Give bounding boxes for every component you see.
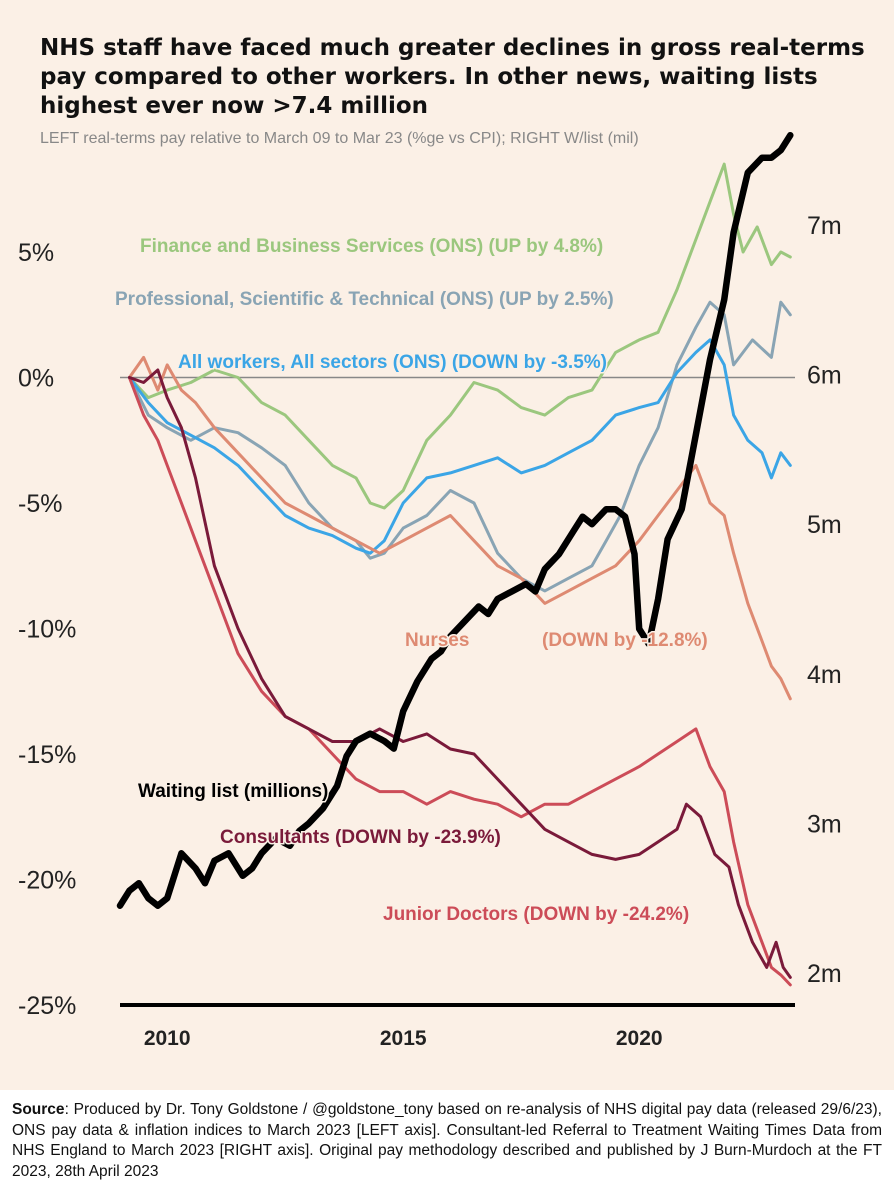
- page-title: NHS staff have faced much greater declin…: [40, 35, 865, 119]
- series-line-consultants: [127, 368, 792, 979]
- y-tick-label-minus5pct: -5%: [18, 490, 62, 518]
- series-label-junior: Junior Doctors (DOWN by -24.2%): [383, 904, 689, 925]
- y-tick-label-minus15pct: -15%: [18, 741, 76, 769]
- series-label-waiting: Waiting list (millions): [138, 781, 328, 802]
- source-text: : Produced by Dr. Tony Goldstone / @gold…: [12, 1101, 882, 1180]
- y2-tick-label-7m: 7m: [807, 212, 842, 240]
- y2-tick-label-5m: 5m: [807, 511, 842, 539]
- x-tick-label-2020: 2020: [616, 1027, 663, 1050]
- series-line-all-workers: [127, 338, 792, 555]
- x-tick-label-2015: 2015: [380, 1027, 427, 1050]
- series-label-all-workers: All workers, All sectors (ONS) (DOWN by …: [178, 352, 607, 373]
- y2-tick-label-4m: 4m: [807, 661, 842, 689]
- line-chart: 5% 0% -5% -10% -15% -20% -25% 7m 6m 5m 4m 3m 2m 2010 2…: [18, 131, 842, 1050]
- series-labels-layer: Finance and Business Services (ONS) (UP …: [114, 235, 710, 927]
- y2-tick-label-6m: 6m: [807, 362, 842, 390]
- series-annotation-nurses: (DOWN by -12.8%): [542, 630, 708, 651]
- series-line-waiting: [116, 131, 794, 909]
- series-label-nurses: Nurses: [405, 630, 469, 651]
- axis-layer: 5% 0% -5% -10% -15% -20% -25% 7m 6m 5m 4m 3m 2m 2010 2…: [18, 212, 842, 1050]
- y2-tick-label-2m: 2m: [807, 960, 842, 988]
- y-tick-label-minus10pct: -10%: [18, 616, 76, 644]
- y-tick-label-minus25pct: -25%: [18, 992, 76, 1020]
- series-label-professional: Professional, Scientific & Technical (ON…: [115, 289, 614, 310]
- source-label: Source: [12, 1101, 65, 1118]
- series-line-professional: [127, 300, 792, 593]
- y-tick-label-5pct: 5%: [18, 239, 54, 267]
- chart-subtitle: LEFT real-terms pay relative to March 09…: [40, 130, 639, 147]
- series-label-finance: Finance and Business Services (ONS) (UP …: [140, 236, 603, 257]
- series-line-nurses: [127, 355, 792, 701]
- y-tick-label-0pct: 0%: [18, 365, 54, 393]
- x-tick-label-2010: 2010: [144, 1027, 191, 1050]
- series-line-junior: [127, 376, 792, 987]
- series-label-consultants: Consultants (DOWN by -23.9%): [220, 827, 501, 848]
- source-note: Source: Produced by Dr. Tony Goldstone /…: [0, 1090, 894, 1200]
- series-line-finance: [127, 162, 792, 510]
- y-tick-label-minus20pct: -20%: [18, 867, 76, 895]
- series-lines-layer: [116, 131, 794, 987]
- y2-tick-label-3m: 3m: [807, 810, 842, 838]
